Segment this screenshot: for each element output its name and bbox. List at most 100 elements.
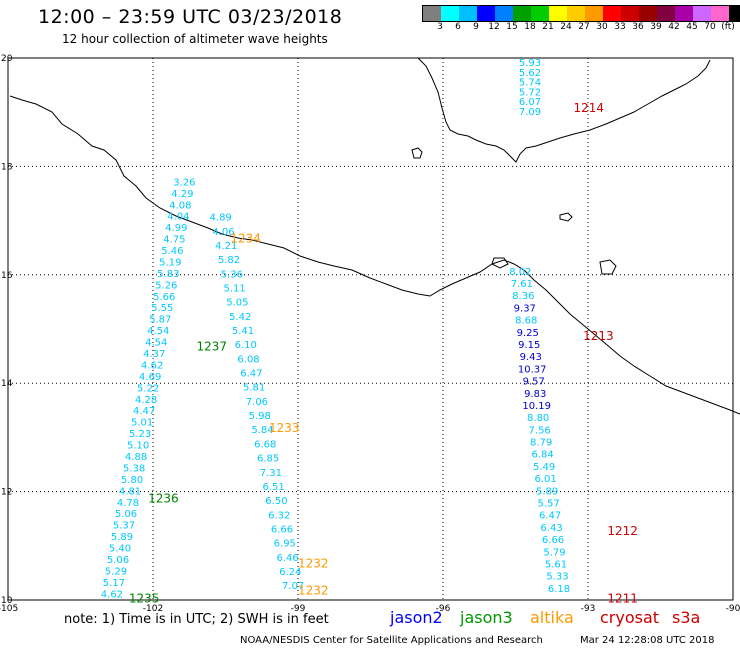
wave-height-value: 5.33 [546, 572, 568, 583]
wave-height-value: 6.32 [268, 510, 290, 521]
wave-height-value: 4.04 [167, 212, 189, 223]
wave-height-value: 5.62 [519, 68, 541, 79]
lat-tick-label: 12 [1, 488, 12, 498]
wave-height-value: 5.41 [232, 326, 254, 337]
wave-height-value: 7.07 [282, 581, 304, 592]
wave-height-value: 9.57 [523, 377, 545, 388]
lat-tick-label: 14 [1, 379, 13, 389]
wave-height-value: 4.47 [133, 406, 155, 417]
wave-height-value: 10.37 [518, 364, 547, 375]
lon-tick-label: -105 [0, 604, 18, 614]
wave-height-value: 4.28 [135, 395, 157, 406]
wave-height-value: 4.78 [117, 498, 139, 509]
legend-swatch [729, 6, 740, 21]
legend-label: 39 [650, 22, 662, 32]
satellite-cryosat: cryosat [600, 608, 660, 627]
color-legend [422, 5, 740, 22]
legend-swatch [621, 6, 639, 21]
legend-label: 42 [668, 22, 680, 32]
wave-height-value: 8.02 [509, 267, 531, 278]
wave-height-values: 3.264.294.084.044.994.755.465.195.835.26… [101, 58, 570, 600]
pass-time-label: 1213 [583, 329, 614, 343]
island [491, 257, 509, 269]
wave-height-value: 8.80 [527, 413, 549, 424]
wave-height-value: 5.23 [129, 429, 151, 440]
wave-height-value: 4.29 [171, 189, 193, 200]
wave-height-value: 8.68 [515, 316, 537, 327]
lat-tick-label: 18 [1, 162, 13, 172]
wave-height-value: 6.68 [254, 439, 276, 450]
legend-swatch [549, 6, 567, 21]
wave-height-value: 5.10 [127, 441, 149, 452]
wave-height-value: 5.80 [121, 475, 143, 486]
wave-height-value: 6.24 [279, 567, 301, 578]
wave-height-value: 6.18 [548, 584, 570, 595]
wave-height-value: 5.72 [519, 87, 541, 98]
map-frame [7, 57, 734, 601]
wave-height-value: 8.79 [530, 438, 552, 449]
legend-swatch [513, 6, 531, 21]
wave-height-value: 4.62 [141, 360, 163, 371]
lat-tick-label: 16 [1, 271, 13, 281]
legend-label: 45 [686, 22, 698, 32]
lon-tick-label: -96 [436, 604, 451, 614]
wave-height-value: 4.62 [101, 589, 123, 600]
wave-height-value: 6.01 [534, 474, 556, 485]
lon-tick-label: -90 [726, 604, 740, 614]
legend-swatch [567, 6, 585, 21]
wave-height-value: 5.66 [153, 292, 175, 303]
coastline-mexico-pacific [9, 95, 740, 415]
wave-height-value: 7.06 [246, 397, 268, 408]
wave-height-value: 4.88 [125, 452, 147, 463]
legend-label: 27 [578, 22, 590, 32]
pass-time-label: 1237 [197, 340, 228, 354]
wave-height-value: 5.84 [251, 425, 273, 436]
wave-height-value: 5.11 [223, 283, 245, 294]
wave-height-value: 4.54 [147, 326, 169, 337]
wave-height-value: 5.83 [157, 269, 179, 280]
legend-swatch [423, 6, 441, 21]
island [559, 212, 573, 222]
island [599, 259, 617, 275]
pass-time-labels: 1214 1234 1213 1237 1233 1236 1212 1232 1232 1211… [129, 101, 638, 606]
wave-height-value: 5.98 [249, 411, 271, 422]
wave-height-value: 5.40 [109, 544, 131, 555]
wave-height-value: 6.84 [532, 450, 554, 461]
wave-height-value: 9.83 [524, 389, 546, 400]
wave-height-value: 5.82 [218, 255, 240, 266]
footnote: note: 1) Time is in UTC; 2) SWH is in fe… [64, 612, 329, 627]
legend-swatch [657, 6, 675, 21]
legend-swatch [603, 6, 621, 21]
wave-height-value: 8.36 [512, 291, 534, 302]
legend-label: 15 [506, 22, 518, 32]
legend-swatch [459, 6, 477, 21]
wave-height-value: 5.17 [103, 578, 125, 589]
wave-height-value: 4.54 [145, 338, 167, 349]
lat-tick-label: 20 [1, 54, 13, 64]
wave-height-value: 4.21 [215, 241, 237, 252]
wave-height-value: 5.89 [536, 486, 558, 497]
lat-lon-grid: -105 -102 -99 -96 -93 -90 20 18 16 14 12 10 [0, 54, 740, 614]
wave-height-value: 5.06 [107, 555, 129, 566]
coastline [9, 57, 740, 415]
wave-height-value: 5.87 [149, 315, 171, 326]
wave-height-value: 6.47 [240, 369, 262, 380]
satellite-altika: altika [530, 608, 574, 627]
legend-swatch [639, 6, 657, 21]
wave-height-value: 4.37 [143, 349, 165, 360]
wave-height-value: 5.19 [159, 257, 181, 268]
legend-label: 12 [488, 22, 500, 32]
wave-height-value: 6.66 [271, 524, 293, 535]
wave-height-value: 5.61 [545, 559, 567, 570]
legend-label: 6 [455, 22, 461, 32]
legend-label: 36 [632, 22, 644, 32]
wave-height-value: 5.26 [155, 280, 177, 291]
legend-label: 30 [596, 22, 608, 32]
legend-label: 33 [614, 22, 626, 32]
wave-height-value: 5.89 [111, 532, 133, 543]
wave-height-value: 5.22 [137, 383, 159, 394]
wave-height-value: 6.85 [257, 454, 279, 465]
wave-height-value: 4.69 [139, 372, 161, 383]
lon-tick-label: -99 [291, 604, 306, 614]
